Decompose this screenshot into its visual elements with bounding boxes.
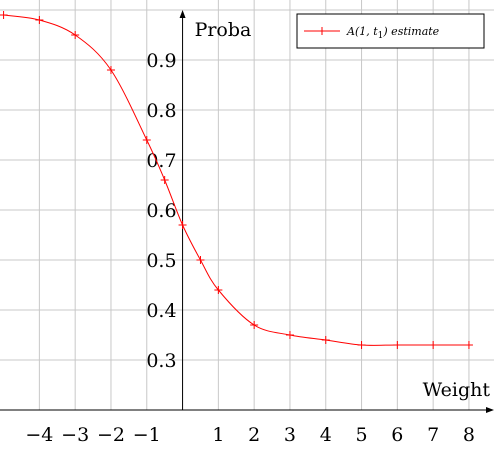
- x-tick-label: 6: [391, 424, 403, 444]
- data-point-marker: [196, 256, 205, 264]
- x-tick-label: 2: [248, 424, 260, 444]
- legend-marker-icon: [318, 27, 326, 35]
- x-tick-label: 7: [427, 424, 439, 444]
- y-axis-arrow-icon: [179, 10, 186, 18]
- y-tick-label: 0.5: [146, 250, 176, 272]
- legend: A(1, t1) estimate: [296, 13, 485, 49]
- data-point-marker: [321, 336, 330, 344]
- legend-label-prefix: A(1, t: [346, 25, 378, 38]
- legend-label-subscript: 1: [378, 31, 384, 41]
- data-point-marker: [214, 286, 223, 294]
- x-tick-label: 3: [284, 424, 296, 444]
- x-tick-label: 5: [356, 424, 368, 444]
- y-tick-label: 0.3: [146, 350, 176, 372]
- legend-label: A(1, t1) estimate: [346, 25, 440, 41]
- tick-labels: −4 −3 −2 −1 1 2 3 4 5 6 7 8 0.3 0.4 0.5 0.6 0.7 0.8 0.9: [25, 50, 475, 446]
- y-axis-title: Proba: [195, 19, 252, 41]
- x-tick-label: 1: [212, 424, 224, 444]
- data-point-marker: [71, 31, 80, 39]
- data-point-marker: [106, 66, 115, 74]
- y-tick-label: 0.6: [146, 200, 176, 222]
- legend-label-suffix: ) estimate: [382, 25, 439, 38]
- axes: [0, 10, 494, 413]
- y-tick-label: 0.9: [146, 50, 176, 72]
- x-axis-arrow-icon: [486, 407, 494, 413]
- data-point-marker: [178, 221, 187, 229]
- series-line: [3, 14, 469, 346]
- data-point-marker: [429, 341, 438, 349]
- x-tick-label: −3: [61, 424, 89, 444]
- data-point-marker: [464, 341, 473, 349]
- y-tick-label: 0.8: [146, 100, 176, 122]
- y-tick-label: 0.4: [146, 300, 176, 322]
- grid: [0, 0, 494, 410]
- x-tick-label: −1: [133, 424, 161, 444]
- x-axis-title: Weight: [423, 379, 491, 401]
- data-point-marker: [250, 321, 259, 329]
- series: [0, 11, 473, 349]
- x-tick-label: −4: [25, 424, 53, 444]
- x-tick-label: 4: [320, 424, 332, 444]
- data-point-marker: [35, 16, 44, 24]
- data-point-marker: [0, 11, 8, 19]
- data-point-marker: [357, 341, 366, 349]
- x-tick-label: 8: [463, 424, 475, 444]
- data-point-marker: [160, 176, 169, 184]
- legend-marker-plus: [318, 27, 326, 35]
- y-tick-label: 0.7: [146, 150, 176, 172]
- data-point-marker: [393, 341, 402, 349]
- data-point-marker: [142, 136, 151, 144]
- x-tick-label: −2: [97, 424, 125, 444]
- data-point-marker: [285, 331, 294, 339]
